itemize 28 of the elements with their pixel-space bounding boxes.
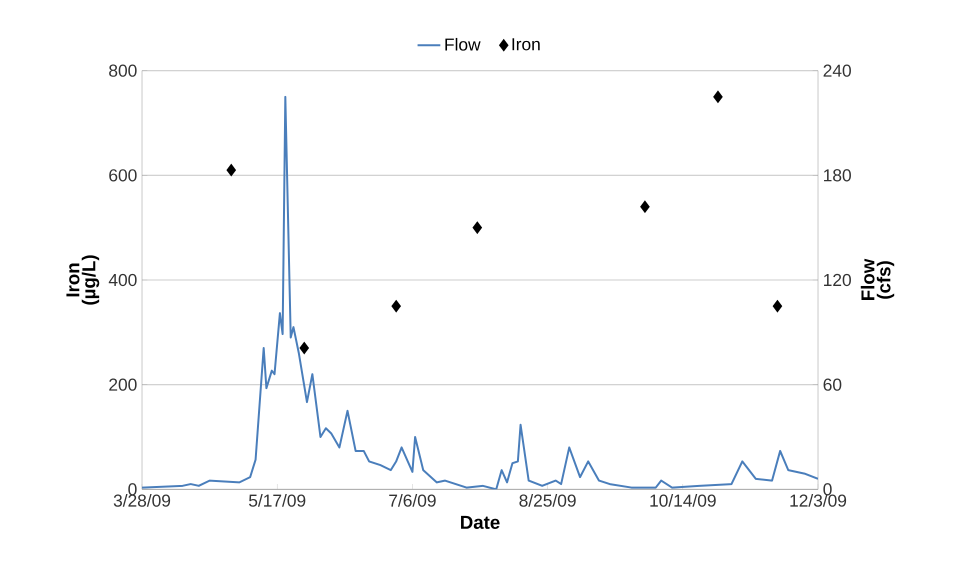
point bbox=[640, 200, 650, 213]
y-tick-label: 200 bbox=[109, 378, 137, 391]
x-tick-label: 10/14/09 bbox=[650, 494, 716, 507]
x-tick-label: 7/6/09 bbox=[389, 494, 436, 507]
x-tick-label: 8/25/09 bbox=[519, 494, 576, 507]
point bbox=[299, 342, 310, 354]
x-tick-label: 5/17/09 bbox=[248, 494, 306, 507]
y-tick-label: 800 bbox=[109, 64, 137, 77]
point bbox=[391, 300, 401, 312]
legend-label: Iron bbox=[512, 38, 540, 50]
y-tick-label: 400 bbox=[108, 274, 137, 286]
y-axis-title: Iron (µg/L) bbox=[66, 255, 100, 305]
x-axis-title: Date bbox=[461, 516, 500, 529]
y2-tick-label: 0 bbox=[823, 483, 832, 496]
point bbox=[226, 164, 236, 176]
y-tick-label: 600 bbox=[109, 169, 137, 182]
y-tick-label: 0 bbox=[128, 483, 137, 496]
y2-tick-label: 180 bbox=[824, 169, 851, 182]
point bbox=[713, 90, 723, 104]
point bbox=[772, 300, 782, 312]
y2-tick-label: 240 bbox=[824, 64, 851, 77]
point bbox=[472, 221, 482, 234]
x-tick-label: 12/3/09 bbox=[790, 494, 846, 507]
x-tick-label: 3/28/09 bbox=[114, 494, 170, 507]
y2-axis-title: Flow (cfs) bbox=[860, 258, 894, 300]
y2-tick-label: 60 bbox=[824, 378, 842, 391]
y2-tick-label: 120 bbox=[824, 274, 851, 286]
legend-label: Flow bbox=[445, 38, 481, 51]
